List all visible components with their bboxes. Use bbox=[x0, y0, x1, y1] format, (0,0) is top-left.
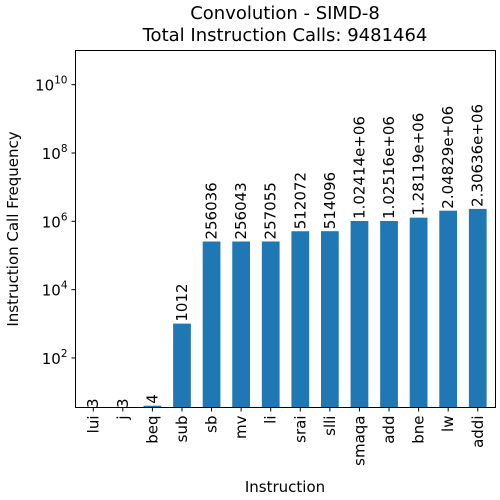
x-tick-label-j: j bbox=[114, 416, 132, 421]
x-tick-label-sb: sb bbox=[203, 416, 221, 433]
x-tick-label-addi: addi bbox=[469, 416, 487, 448]
data-label-li: 257055 bbox=[262, 182, 280, 239]
y-tick-label: 106 bbox=[42, 211, 68, 231]
data-label-addi: 2.30636e+06 bbox=[469, 104, 487, 207]
data-label-j: 3 bbox=[114, 398, 132, 408]
data-label-lui: 3 bbox=[84, 398, 102, 408]
bar-li bbox=[261, 241, 280, 408]
data-label-bne: 1.28119e+06 bbox=[410, 113, 428, 216]
x-tick-label-li: li bbox=[262, 416, 280, 424]
y-tick-label: 1010 bbox=[35, 75, 67, 95]
x-tick-label-bne: bne bbox=[410, 416, 428, 444]
y-axis-label: Instruction Call Frequency bbox=[4, 131, 22, 326]
y-tick-label: 104 bbox=[42, 280, 68, 300]
bar-smaqa bbox=[350, 220, 369, 408]
data-label-add: 1.02516e+06 bbox=[380, 116, 398, 219]
data-label-srai: 512072 bbox=[291, 172, 309, 229]
y-axis-ticks: 102 104 106 108 1010 bbox=[35, 75, 76, 368]
chart-subtitle: Total Instruction Calls: 9481464 bbox=[142, 25, 428, 46]
bar-lw bbox=[439, 210, 458, 408]
bar-sb bbox=[202, 241, 221, 408]
x-tick-label-srai: srai bbox=[291, 416, 309, 443]
bar-add bbox=[380, 220, 398, 408]
data-label-slli: 514096 bbox=[321, 172, 339, 229]
data-label-smaqa: 1.02414e+06 bbox=[350, 116, 368, 219]
data-label-lw: 2.04829e+06 bbox=[439, 106, 457, 209]
x-tick-label-lw: lw bbox=[439, 416, 457, 432]
data-label-beq: 4 bbox=[143, 394, 161, 404]
x-tick-label-sub: sub bbox=[173, 416, 191, 443]
x-tick-label-mv: mv bbox=[232, 415, 250, 439]
bar-addi bbox=[468, 208, 487, 408]
bar-beq bbox=[143, 405, 162, 408]
y-tick-label: 108 bbox=[42, 143, 68, 163]
data-label-sb: 256036 bbox=[203, 182, 221, 239]
y-tick-label: 102 bbox=[42, 348, 68, 368]
x-axis-ticks: lui j beq sub sb mv li srai slli smaqa add bne lw add… bbox=[84, 407, 487, 466]
x-tick-label-lui: lui bbox=[84, 416, 102, 434]
x-tick-label-smaqa: smaqa bbox=[350, 416, 368, 466]
data-label-group: 3 3 4 1012 256036 256043 257055 512072 514096 1.0… bbox=[84, 104, 487, 408]
x-tick-label-slli: slli bbox=[321, 416, 339, 436]
plot-frame bbox=[75, 50, 496, 408]
bar-srai bbox=[291, 231, 310, 408]
bar-slli bbox=[320, 231, 339, 408]
data-label-sub: 1012 bbox=[173, 283, 191, 321]
bar-group bbox=[143, 208, 487, 408]
bar-sub bbox=[173, 323, 191, 408]
x-tick-label-add: add bbox=[380, 416, 398, 444]
bar-bne bbox=[409, 217, 428, 408]
x-tick-label-beq: beq bbox=[143, 416, 161, 444]
chart-title: Convolution - SIMD-8 bbox=[190, 3, 380, 24]
bar-mv bbox=[232, 241, 251, 408]
data-label-mv: 256043 bbox=[232, 182, 250, 239]
x-axis-label: Instruction bbox=[245, 478, 325, 496]
